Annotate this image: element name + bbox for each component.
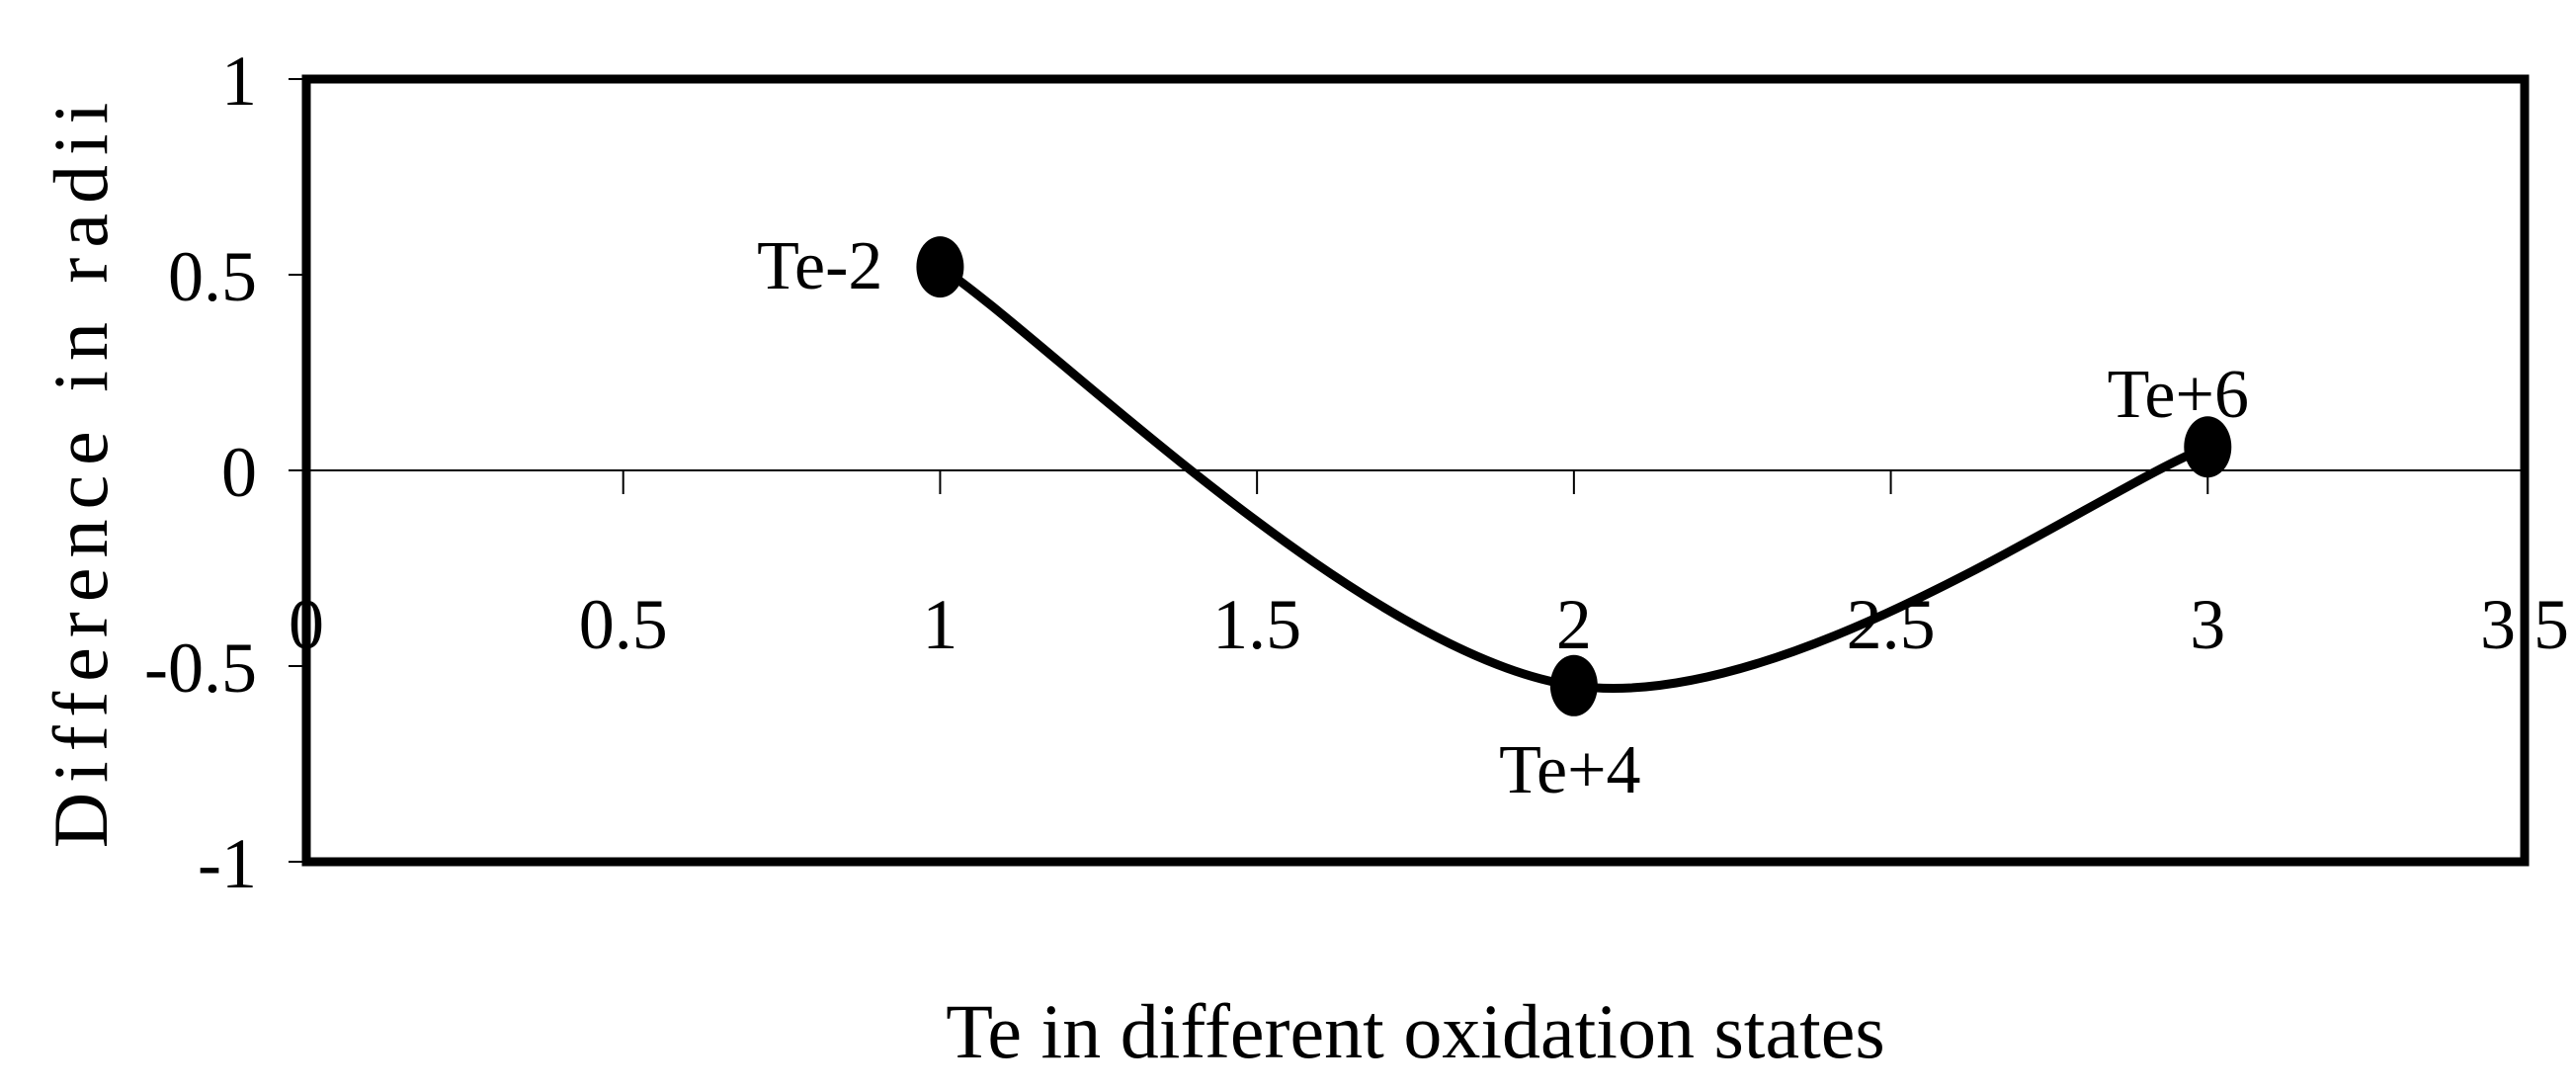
data-point xyxy=(916,236,964,298)
y-tick-label: 0 xyxy=(221,433,257,512)
data-point xyxy=(2184,416,2232,478)
x-tick-label: 1.5 xyxy=(1212,585,1301,664)
x-tick-group: 0 0.5 1 1.5 2 2.5 3 3.5 xyxy=(289,470,2569,664)
point-label: Te+6 xyxy=(2108,357,2249,433)
data-point xyxy=(1549,654,1598,716)
y-tick-label: -0.5 xyxy=(144,629,257,708)
point-label: Te+4 xyxy=(1499,732,1640,808)
x-axis-title: Te in different oxidation states xyxy=(946,988,1885,1074)
x-tick-label: 2 xyxy=(1556,585,1592,664)
y-axis-title: Difference in radii xyxy=(38,93,124,849)
y-tick-label: -1 xyxy=(198,824,257,903)
series-group xyxy=(916,236,2232,716)
plot-frame xyxy=(301,74,2530,867)
y-tick-label: 1 xyxy=(221,42,257,121)
y-tick-label: 0.5 xyxy=(168,237,257,316)
x-tick-label: 0.5 xyxy=(579,585,668,664)
y-tick-group: 1 0.5 0 -0.5 -1 xyxy=(144,42,302,903)
x-tick-label: 3 xyxy=(2190,585,2225,664)
label-group: Te-2 Te+4 Te+6 xyxy=(757,228,2249,808)
point-label: Te-2 xyxy=(757,228,882,304)
x-tick-label: 1 xyxy=(922,585,957,664)
plot-frame-group xyxy=(301,74,2530,867)
